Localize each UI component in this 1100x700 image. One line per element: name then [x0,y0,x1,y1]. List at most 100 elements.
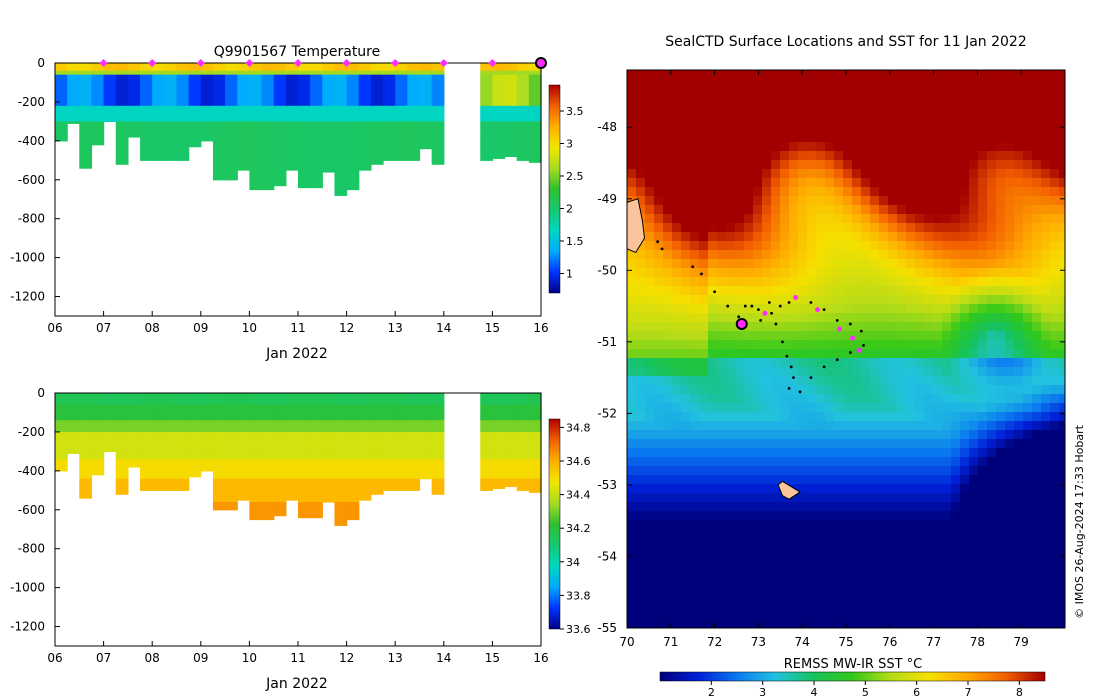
x-tick-label: 11 [290,321,305,335]
x-tick-label: 08 [145,321,160,335]
surface-location-point [856,347,862,353]
track-point [700,272,703,276]
sst-colorbar-tick-label: 4 [811,686,818,699]
temperature-title: Q9901567 Temperature [214,44,381,60]
temperature-profile-25 [346,63,360,191]
salinity-profile-3 [79,393,93,499]
salinity-profile-5 [103,393,117,452]
temperature-profile-40 [528,63,542,163]
temperature-xlabel: Jan 2022 [265,346,328,362]
salinity-profile-32 [431,393,445,495]
x-tick-label: 10 [242,651,257,665]
colorbar-tick-label: 1.5 [566,235,584,248]
sst-colorbar-tick-label: 2 [708,686,715,699]
salinity-profile-11 [176,393,190,491]
salinity-profile-23 [322,393,336,503]
track-point [809,376,813,380]
temperature-panel: Q9901567 Temperature 06 07 08 09 10 11 12 13 14 1… [10,44,583,362]
track-point [757,308,760,312]
salinity-profile-31 [419,393,433,480]
x-tick-label: 16 [533,651,548,665]
mcdonald-islands [777,480,801,500]
salinity-profile-20 [285,393,299,501]
map-x-tick-label: 71 [663,635,678,649]
track-point [778,304,782,308]
track-point [789,365,793,369]
x-tick-label: 07 [96,321,111,335]
seal-track [656,240,865,394]
surface-marker [488,59,497,67]
sst-field [627,70,1065,628]
y-tick-label: 0 [37,386,45,400]
salinity-profile-22 [310,393,323,519]
map-y-tick-label: -51 [597,335,617,349]
map-x-tick-label: 70 [619,635,634,649]
sst-colorbar-tick-label: 8 [1016,686,1023,699]
track-point [781,340,784,344]
salinity-profile-28 [383,393,396,491]
map-y-tick-label: -55 [597,621,617,635]
temperature-y-ticks: 0 -200 -400 -600 -800 -1000 -1200 [10,56,60,304]
salinity-profile-18 [261,393,275,521]
x-tick-label: 09 [193,321,208,335]
x-tick-label: 06 [47,651,62,665]
salinity-panel: 06 07 08 09 10 11 12 13 14 15 16 0 -200 -400 -600 -800… [10,386,590,692]
salinity-profile-37 [492,393,506,489]
salinity-profile-40 [528,393,542,493]
salinity-profile-10 [164,393,178,491]
track-point [759,318,762,322]
temperature-profile-5 [103,63,117,122]
temperature-profile-22 [310,63,323,189]
colorbar-tick-label: 33.8 [566,589,591,602]
temperature-profile-37 [492,63,506,159]
temperature-profile-30 [407,63,421,161]
sst-colorbar [659,671,1046,682]
salinity-profile-1 [55,393,68,472]
x-tick-label: 06 [47,321,62,335]
temperature-profile-10 [164,63,178,161]
track-point [743,304,747,308]
surface-marker [99,59,108,67]
temperature-profile-36 [480,63,493,161]
temperature-profile-15 [225,63,238,181]
x-tick-label: 12 [339,651,354,665]
temperature-profile-31 [419,63,433,150]
temperature-colorbar [548,84,561,294]
surface-marker [196,59,205,67]
y-tick-label: 0 [37,56,45,70]
sst-colorbar-tick-label: 6 [913,686,920,699]
salinity-profile-9 [152,393,165,491]
track-point [787,301,791,304]
salinity-profile-38 [504,393,518,488]
temperature-profile-17 [249,63,263,191]
temperature-profile-18 [261,63,275,191]
track-point [822,365,826,369]
sst-colorbar-tick-label: 5 [862,686,869,699]
map-x-tick-label: 76 [882,635,897,649]
y-tick-label: -800 [18,212,45,226]
temperature-profile-21 [298,63,311,189]
temperature-profile-38 [504,63,518,158]
track-point [770,311,773,315]
map-y-tick-label: -53 [597,478,617,492]
track-point [862,344,865,347]
temperature-profile-27 [370,63,384,165]
temperature-profile-28 [383,63,396,161]
x-tick-label: 14 [436,651,451,665]
surface-marker [342,59,351,67]
salinity-profile-14 [212,393,226,511]
temperature-profile-11 [176,63,190,161]
temperature-profile-20 [285,63,299,171]
x-tick-label: 12 [339,321,354,335]
temperature-x-ticks: 06 07 08 09 10 11 12 13 14 15 16 [47,311,549,335]
salinity-profiles [55,393,542,526]
track-point [809,301,813,304]
salinity-profile-25 [346,393,360,521]
temperature-profile-24 [334,63,348,196]
latest-location-marker [735,317,748,330]
salinity-profile-21 [298,393,311,519]
temperature-profile-12 [188,63,202,148]
temperature-profile-16 [237,63,250,171]
colorbar-tick-label: 34.2 [566,522,591,535]
land-patches [627,198,801,500]
